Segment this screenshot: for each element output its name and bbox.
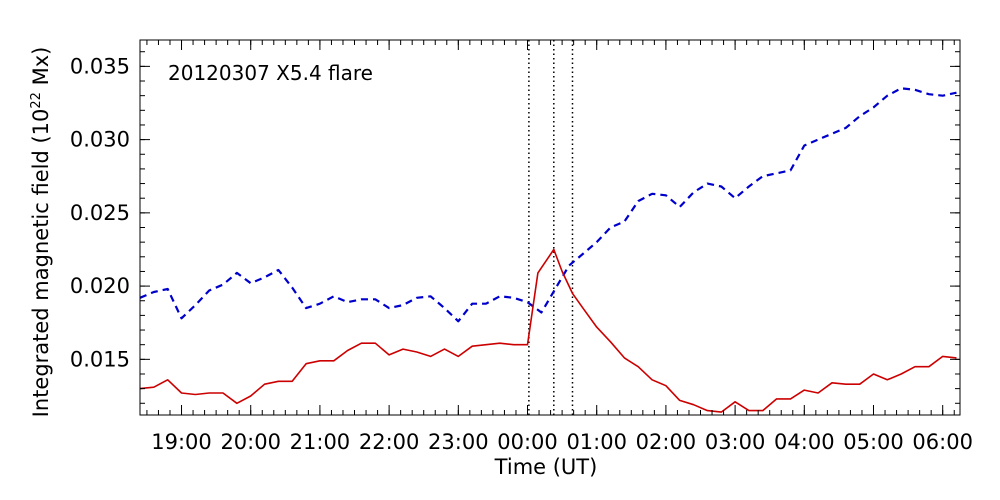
x-tick-label: 05:00: [843, 430, 904, 454]
x-tick-label: 19:00: [151, 430, 212, 454]
x-tick-label: 04:00: [774, 430, 835, 454]
y-axis: 0.015 0.020 0.025 0.030 0.035: [70, 51, 960, 404]
x-tick-label: 02:00: [636, 430, 697, 454]
y-axis-title-superscript: 22: [29, 92, 44, 109]
y-tick-label: 0.015: [70, 347, 130, 371]
x-tick-label: 03:00: [705, 430, 766, 454]
x-tick-label: 01:00: [566, 430, 627, 454]
y-tick-label: 0.030: [70, 128, 130, 152]
solid-series-line: [139, 248, 957, 413]
y-tick-label: 0.025: [70, 201, 130, 225]
x-tick-label: 21:00: [290, 430, 351, 454]
y-axis-title-main: Integrated magnetic field (10: [29, 109, 53, 418]
x-axis: 19:00 20:00 21:00 22:00 23:00 00:00 01:00 02:00…: [146, 40, 973, 454]
series-group: [139, 87, 957, 413]
y-tick-label: 0.035: [70, 54, 130, 78]
x-tick-label: 22:00: [359, 430, 420, 454]
x-axis-title: Time (UT): [494, 455, 598, 479]
y-axis-title-unit: Mx): [29, 47, 53, 92]
flare-annotation: 20120307 X5.4 flare: [168, 61, 373, 85]
y-tick-label: 0.020: [70, 274, 130, 298]
x-tick-label: 06:00: [912, 430, 973, 454]
x-tick-label: 00:00: [497, 430, 558, 454]
x-tick-label: 23:00: [428, 430, 489, 454]
y-axis-title: Integrated magnetic field (1022 Mx): [29, 47, 53, 418]
x-tick-label: 20:00: [220, 430, 281, 454]
